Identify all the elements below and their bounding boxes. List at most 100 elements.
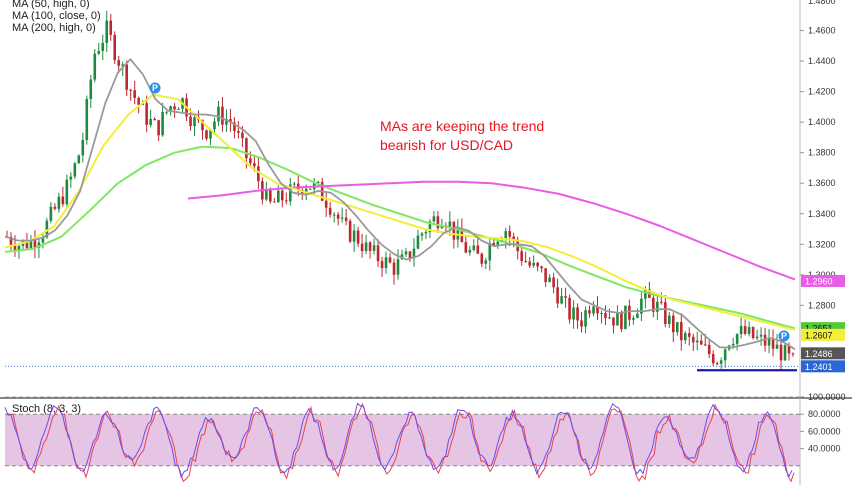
candle-body (468, 249, 472, 253)
price-tick-label: 1.4000 (808, 117, 836, 127)
candle-body (257, 166, 260, 182)
candle-body (153, 118, 156, 121)
candle-body (388, 257, 392, 263)
candle-body (33, 240, 37, 248)
candle-body (117, 60, 121, 66)
candle-body (600, 313, 603, 315)
candle-body (376, 245, 380, 262)
candle-body (672, 315, 675, 333)
candle-body (49, 206, 53, 221)
candle-body (660, 301, 663, 303)
candle-body (508, 231, 512, 237)
stoch-d-line (6, 402, 795, 483)
candle-body (432, 216, 436, 222)
candle-body (61, 196, 65, 205)
candle-body (556, 287, 559, 304)
candle-body (380, 261, 384, 269)
candle-body (125, 64, 128, 90)
candle-body (767, 338, 771, 346)
candle-body (165, 111, 168, 113)
candle-body (668, 315, 671, 325)
candle-body (213, 121, 216, 130)
candle-body (45, 220, 49, 238)
candle-body (783, 345, 787, 361)
candle-body (683, 333, 687, 341)
candle-body (205, 130, 208, 139)
candle-body (288, 184, 292, 202)
price-tick-label: 1.4400 (808, 56, 836, 66)
candle-body (624, 305, 627, 330)
price-tick-label: 1.3600 (808, 178, 836, 188)
candle-body (69, 176, 73, 180)
candle-body (743, 326, 747, 334)
candle-body (564, 296, 567, 298)
pivot-marker (778, 330, 790, 342)
candle-body (29, 240, 33, 249)
candle-body (424, 231, 428, 234)
candle-body (723, 349, 727, 361)
candle-body (352, 230, 356, 242)
candle-body (588, 310, 591, 314)
candle-body (129, 89, 132, 91)
candle-body (101, 42, 105, 51)
candle-body (364, 242, 368, 252)
candle-body (711, 354, 715, 364)
candle-body (308, 188, 312, 190)
candle-body (177, 108, 180, 110)
candle-body (277, 190, 280, 203)
candle-body (273, 201, 276, 203)
price-label-box (801, 347, 845, 360)
candle-body (85, 99, 89, 140)
pivot-marker-label: P (152, 83, 158, 93)
candle-body (699, 340, 703, 345)
candle-body (719, 360, 723, 364)
candle-body (608, 317, 611, 319)
candle-body (209, 129, 212, 139)
candle-body (300, 190, 304, 195)
candle-body (237, 130, 240, 133)
candle-body (747, 327, 751, 334)
price-label-box (801, 328, 845, 341)
candle-body (504, 231, 508, 240)
candle-body (664, 302, 667, 325)
candle-body (25, 240, 29, 249)
candle-body (436, 216, 440, 228)
candle-body (644, 289, 647, 299)
candle-body (731, 343, 735, 346)
price-label-box (801, 274, 845, 287)
candle-body (113, 34, 117, 61)
pivot-marker-label: P (781, 331, 787, 341)
candle-body (428, 221, 432, 232)
candle-body (476, 245, 480, 254)
candle-body (404, 251, 408, 255)
candle-body (707, 344, 711, 355)
candle-body (344, 217, 348, 221)
candle-body (632, 317, 635, 320)
candle-body (189, 116, 192, 127)
stoch-tick-label: 100.0000 (808, 392, 846, 402)
candle-body (735, 334, 739, 344)
candle-body (548, 277, 551, 283)
pivot-marker (149, 82, 161, 94)
candle-body (536, 262, 539, 267)
stoch-band (5, 396, 800, 467)
candle-body (604, 313, 607, 319)
candle-body (687, 333, 691, 337)
candle-body (636, 313, 639, 318)
candle-body (480, 253, 484, 264)
candle-body (109, 20, 113, 35)
candle-body (751, 327, 755, 339)
candle-body (93, 53, 97, 80)
candle-body (372, 245, 376, 251)
candle-body (137, 97, 140, 105)
candle-body (544, 268, 547, 283)
candle-body (771, 338, 775, 349)
price-tick-label: 1.3400 (808, 209, 836, 219)
candle-body (392, 262, 396, 275)
candle-body (496, 241, 500, 246)
stoch-tick-label: 80.0000 (808, 409, 841, 419)
candle-body (37, 242, 41, 248)
candle-body (249, 158, 252, 164)
candle-body (656, 301, 659, 312)
